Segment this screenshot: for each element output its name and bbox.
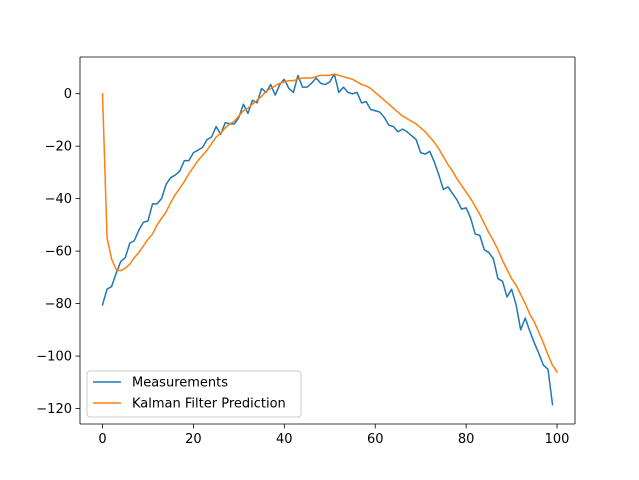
y-tick-label: −120 (36, 402, 72, 417)
y-tick-label: −40 (45, 192, 72, 207)
axes-layer: 0 20 40 60 80 100 0 −20 −40 −60 −80 −100 −120 (36, 56, 576, 447)
y-tick-label: −20 (45, 140, 72, 155)
y-tick-label: −60 (45, 245, 72, 260)
y-tick-label: −80 (45, 297, 72, 312)
legend-label-1: Kalman Filter Prediction (132, 397, 286, 412)
series-layer (101, 73, 559, 406)
series-line-1 (101, 73, 559, 373)
legend-label-0: Measurements (132, 376, 228, 391)
x-tick-label: 100 (545, 432, 570, 447)
legend-frame (86, 370, 302, 418)
series-line-0 (101, 73, 554, 406)
x-tick-label: 20 (185, 432, 202, 447)
y-tick-label: 0 (64, 87, 72, 102)
x-tick-label: 40 (276, 432, 293, 447)
x-tick-label: 60 (367, 432, 384, 447)
x-tick-label: 80 (458, 432, 475, 447)
y-tick-label: −100 (36, 350, 72, 365)
x-tick-label: 0 (98, 432, 106, 447)
legend: Measurements Kalman Filter Prediction (86, 370, 302, 418)
